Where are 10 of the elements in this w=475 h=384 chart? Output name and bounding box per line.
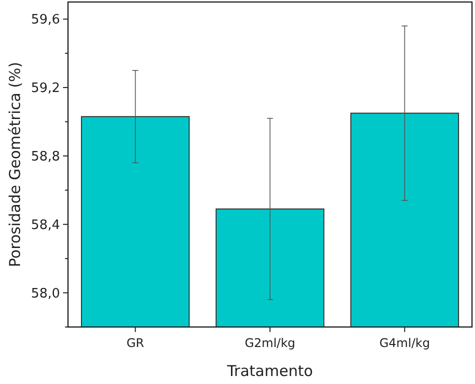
x-tick-label: G2ml/kg [244,336,296,350]
y-axis-title: Porosidade Geométrica (%) [6,62,24,268]
y-tick-label: 58,4 [31,218,60,233]
x-axis-title: Tratamento [226,362,313,380]
x-tick-label: G4ml/kg [379,336,430,350]
y-tick-label: 58,8 [31,149,60,164]
y-tick-label: 59,6 [31,12,60,28]
y-tick-label: 59,2 [31,81,60,96]
y-tick-label: 58,0 [31,286,60,302]
x-tick-label: GR [126,336,144,350]
